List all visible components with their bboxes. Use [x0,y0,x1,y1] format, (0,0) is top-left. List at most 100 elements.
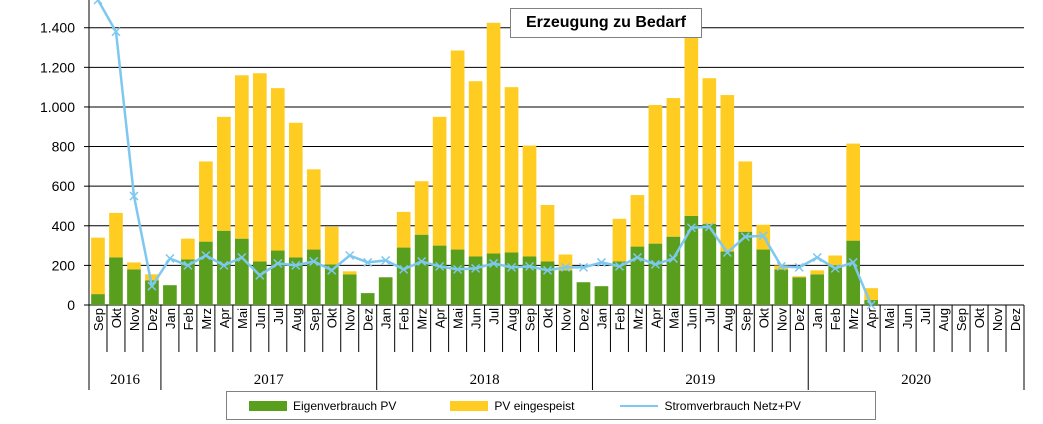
x-tick-label: Nov [774,308,789,332]
bar-eingespeist [612,218,627,262]
legend-swatch-eingespeist [450,400,489,411]
bar-eigenverbrauch [199,241,213,305]
line-marker [668,253,678,263]
line-marker [165,253,175,263]
line-marker [471,263,481,273]
legend: Eigenverbrauch PV PV eingespeist Stromve… [226,391,876,420]
line-marker [650,259,660,269]
line-marker [722,247,732,258]
line-marker [201,250,211,261]
x-tick-label: Jun [253,308,268,329]
bar-eingespeist [522,145,537,257]
line-marker [758,231,768,241]
bar-eingespeist [91,237,105,295]
x-tick-label: Apr [217,307,232,328]
bar-eigenverbrauch [109,257,123,305]
x-tick-label: Jan [163,308,178,329]
x-tick-label: Aug [505,308,520,331]
legend-item-stromverbrauch: Stromverbrauch Netz+PV [620,398,801,413]
line-marker [507,262,517,272]
x-tick-label: Okt [325,308,340,329]
line-marker [147,281,157,291]
year-label: 2019 [685,372,715,388]
bar-eingespeist [324,226,339,265]
line-marker [435,261,445,271]
bar-eingespeist [702,78,717,224]
x-tick-label: Jan [379,308,394,329]
bar-eigenverbrauch [738,231,753,305]
line-marker [776,261,786,271]
bar-eigenverbrauch [181,259,195,305]
x-tick-label: Dez [361,308,376,331]
bar-eingespeist [235,75,249,239]
bar-eingespeist [432,116,447,246]
bar-eingespeist [486,22,501,254]
x-tick-label: Aug [936,308,951,331]
y-tick-label: 0 [67,297,75,313]
x-tick-label: Mai [666,308,681,329]
x-tick-label: Nov [558,308,573,332]
line-marker [291,260,301,270]
bar-eingespeist [396,211,411,248]
bar-eigenverbrauch [360,293,375,305]
line-marker [309,256,319,266]
line-marker [399,264,409,274]
line-marker [273,258,283,268]
bar-eigenverbrauch [810,274,825,305]
bar-eigenverbrauch [163,285,177,305]
line-marker [596,257,606,267]
bar-eigenverbrauch [648,243,663,305]
x-tick-label: Sep [523,308,538,331]
bar-eingespeist [288,122,303,258]
legend-item-eingespeist: PV eingespeist [450,399,574,413]
bar-eigenverbrauch [666,236,681,305]
y-tick-label: 1.400 [40,20,75,36]
bar-eingespeist [252,73,267,262]
x-tick-label: Sep [954,308,969,331]
bar-eigenverbrauch [145,280,159,305]
line-marker [381,255,391,265]
y-tick-label: 200 [52,257,76,273]
line-marker [417,256,427,266]
x-tick-label: Feb [397,308,412,330]
line-marker [830,263,840,273]
x-tick-label: Nov [127,308,142,332]
x-tick-label: Jun [469,308,484,329]
y-tick-label: 600 [52,178,76,194]
bar-eingespeist [504,87,519,253]
x-tick-label: Jun [684,308,699,329]
x-tick-label: Apr [648,307,663,328]
bar-eingespeist [342,271,357,275]
x-tick-label: Feb [612,308,627,330]
x-tick-label: Jun [900,308,915,329]
y-tick-label: 1.200 [40,59,75,75]
line-marker [345,250,355,261]
x-tick-label: Okt [109,308,124,329]
legend-swatch-eigenverbrauch [249,400,287,411]
line-marker [219,260,229,270]
bar-eingespeist [864,288,878,301]
bar-eingespeist [684,31,699,216]
bar-eingespeist [306,169,321,250]
bar-eigenverbrauch [270,250,285,305]
bar-eigenverbrauch [396,247,411,305]
bar-eingespeist [270,88,285,251]
bar-eingespeist [468,81,483,257]
x-tick-label: Feb [181,308,196,330]
x-tick-label: Okt [972,308,987,329]
x-tick-label: Dez [1008,308,1023,331]
line-stromverbrauch [96,0,873,306]
legend-label-stromverbrauch: Stromverbrauch Netz+PV [664,398,801,413]
x-tick-label: Sep [307,308,322,331]
x-tick-label: Mrz [630,308,645,330]
bar-eigenverbrauch [91,294,105,305]
line-marker [812,252,822,262]
line-marker [632,252,642,262]
line-marker [740,232,750,242]
bar-eigenverbrauch [576,282,591,305]
line-marker [183,260,193,270]
bar-eigenverbrauch [594,286,609,305]
bar-eigenverbrauch [378,277,393,305]
bar-eigenverbrauch [846,240,861,305]
